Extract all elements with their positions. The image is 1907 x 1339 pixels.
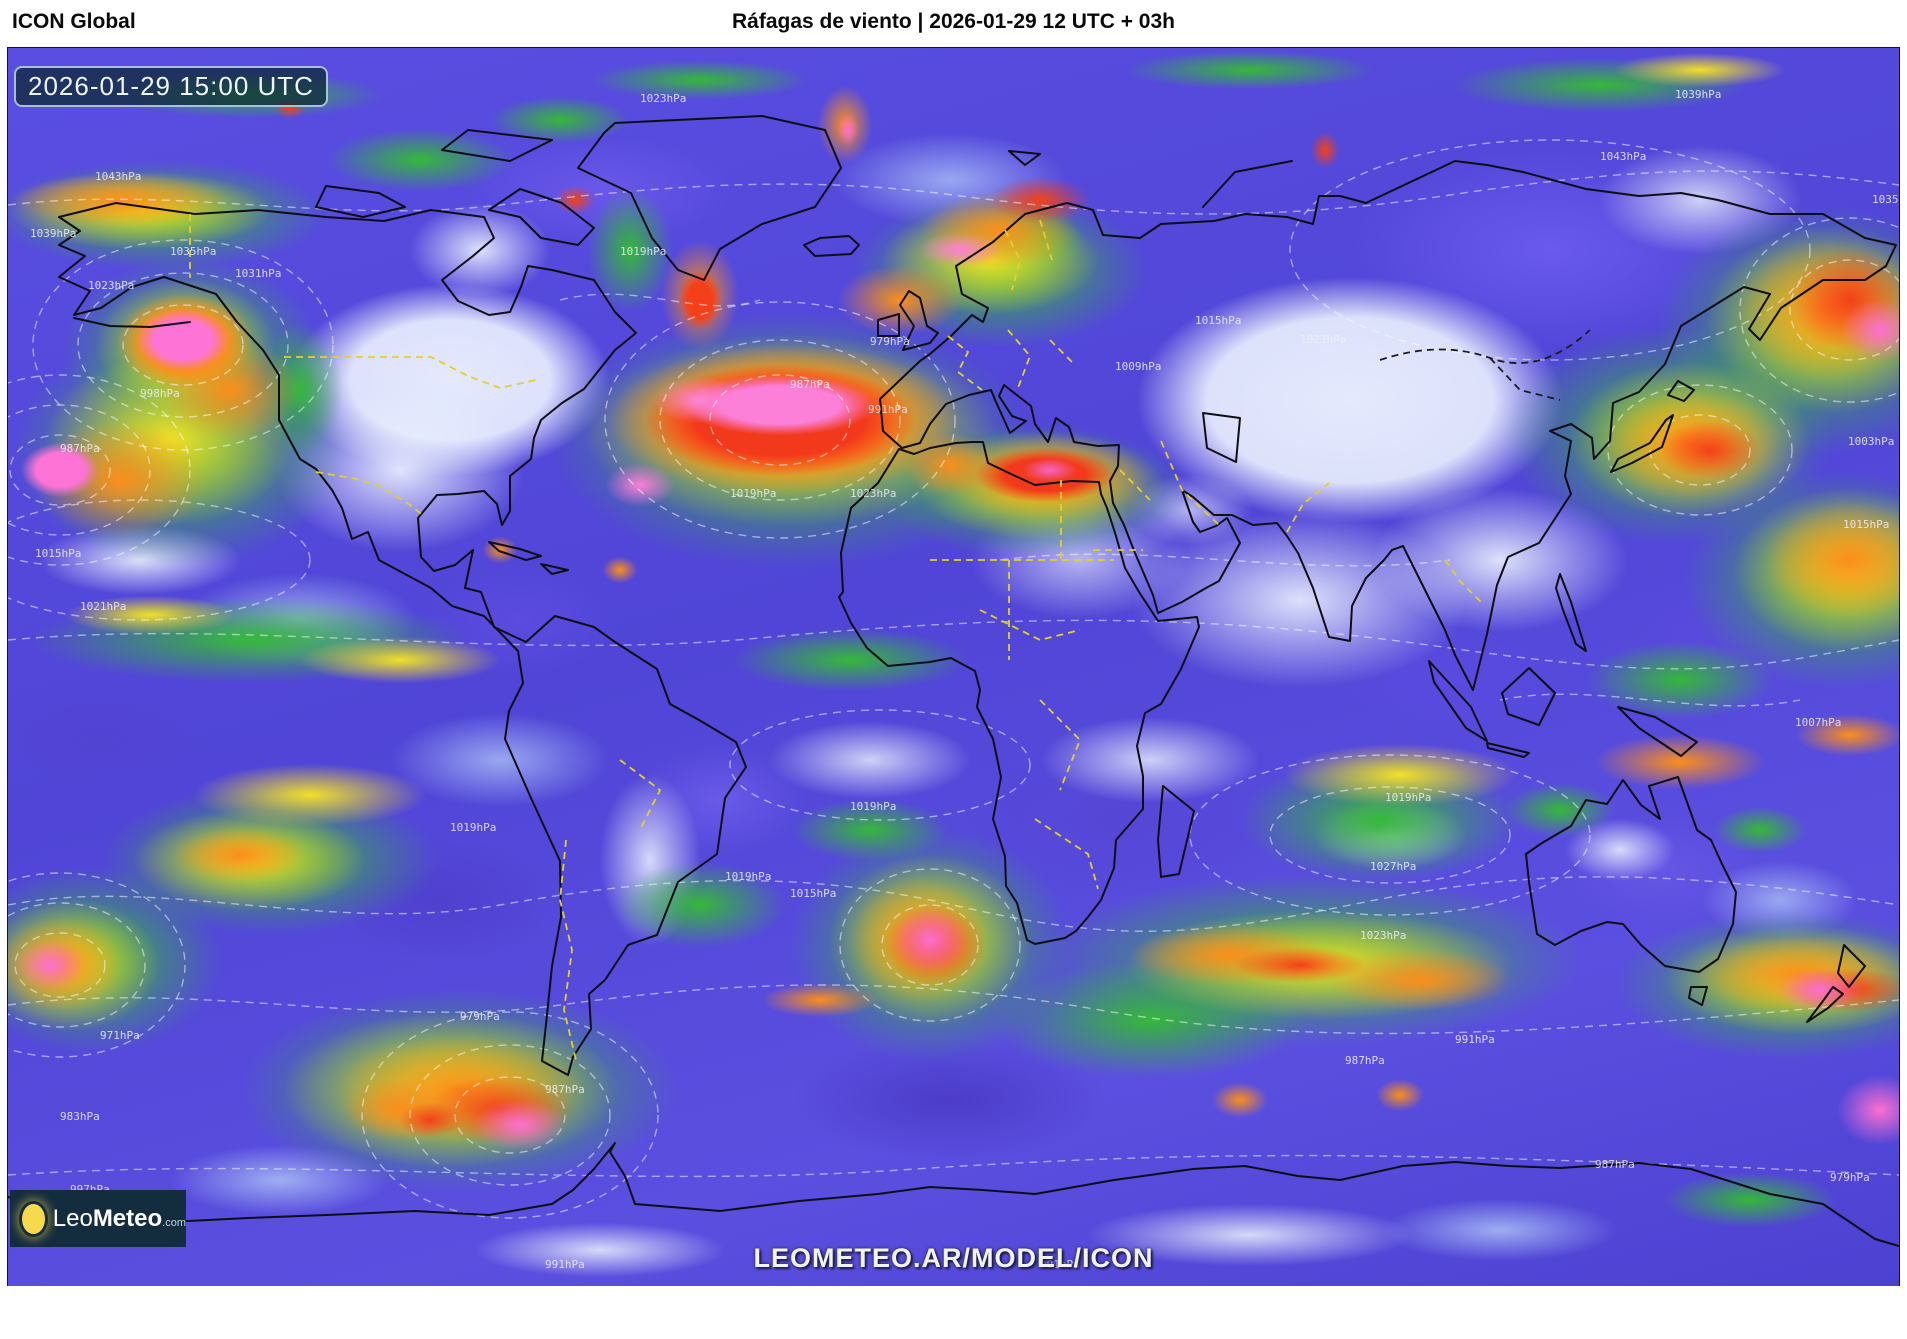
- logo-text: LeoMeteo.com: [53, 1205, 186, 1233]
- pressure-label: 1043hPa: [1600, 150, 1646, 163]
- pressure-label: 1035hPa: [1872, 193, 1899, 206]
- pressure-label: 1003hPa: [1848, 435, 1894, 448]
- watermark: LEOMETEO.AR/MODEL/ICON: [753, 1243, 1154, 1273]
- pressure-label: 1019hPa: [1385, 791, 1431, 804]
- pressure-label: 987hPa: [545, 1083, 585, 1096]
- sun-icon: [22, 1203, 45, 1234]
- isobar-labels: 1043hPa 1039hPa 1035hPa 1031hPa 1023hPa 1019h…: [30, 88, 1899, 1271]
- timestamp-badge: 2026-01-29 15:00 UTC: [14, 66, 328, 107]
- pressure-label: 1015hPa: [1195, 314, 1241, 327]
- pressure-label: 987hPa: [790, 378, 830, 391]
- pressure-label: 998hPa: [140, 387, 180, 400]
- logo-text-light: Leo: [52, 1204, 93, 1232]
- pressure-label: 983hPa: [60, 1110, 100, 1123]
- isobar-lines: [8, 139, 1899, 1219]
- pressure-label: 1031hPa: [235, 267, 281, 280]
- pressure-label: 991hPa: [1040, 1258, 1080, 1271]
- pressure-label: 987hPa: [1595, 1158, 1635, 1171]
- pressure-label: 1019hPa: [730, 487, 776, 500]
- country-borders: [189, 214, 1591, 1061]
- pressure-label: 1009hPa: [1115, 360, 1161, 373]
- pressure-label: 1015hPa: [790, 887, 836, 900]
- pressure-label: 987hPa: [60, 442, 100, 455]
- pressure-label: 1007hPa: [1795, 716, 1841, 729]
- pressure-label: 1021hPa: [80, 600, 126, 613]
- pressure-label: 1019hPa: [450, 821, 496, 834]
- pressure-label: 1023hPa: [88, 279, 134, 292]
- pressure-label: 987hPa: [1345, 1054, 1385, 1067]
- pressure-label: 1035hPa: [170, 245, 216, 258]
- world-wind-map: 1043hPa 1039hPa 1035hPa 1031hPa 1023hPa 1019h…: [7, 47, 1900, 1287]
- pressure-label: 979hPa: [870, 335, 910, 348]
- pressure-label: 1023hPa: [1300, 333, 1346, 346]
- pressure-label: 1043hPa: [95, 170, 141, 183]
- pressure-label: 1019hPa: [620, 245, 666, 258]
- pressure-label: 991hPa: [1455, 1033, 1495, 1046]
- pressure-label: 1027hPa: [1370, 860, 1416, 873]
- pressure-label: 1023hPa: [640, 92, 686, 105]
- pressure-label: 1015hPa: [1843, 518, 1889, 531]
- header-bar: ICON Global Ráfagas de viento | 2026-01-…: [0, 0, 1907, 48]
- pressure-label: 991hPa: [545, 1258, 585, 1271]
- logo-suffix: .com: [162, 1216, 186, 1229]
- pressure-label: 979hPa: [1830, 1171, 1870, 1184]
- pressure-label: 1023hPa: [850, 487, 896, 500]
- page-title: Ráfagas de viento | 2026-01-29 12 UTC + …: [732, 10, 1175, 33]
- leometeo-logo: LeoMeteo.com: [10, 1190, 186, 1247]
- legend-bar: 0.00 km/h 020406080100120140160180200220…: [0, 1286, 1907, 1339]
- pressure-label: 1019hPa: [850, 800, 896, 813]
- pressure-label: 971hPa: [100, 1029, 140, 1042]
- logo-text-bold: Meteo: [92, 1204, 163, 1232]
- coastlines: [8, 115, 1899, 1247]
- pressure-label: 1039hPa: [1675, 88, 1721, 101]
- wind-gust-field: [8, 48, 1899, 1286]
- pressure-label: 1019hPa: [725, 870, 771, 883]
- pressure-label: 991hPa: [868, 403, 908, 416]
- map-overlay: 1043hPa 1039hPa 1035hPa 1031hPa 1023hPa 1019h…: [8, 88, 1899, 1271]
- pressure-label: 1015hPa: [35, 547, 81, 560]
- model-label: ICON Global: [12, 10, 136, 33]
- pressure-label: 1039hPa: [30, 227, 76, 240]
- pressure-label: 1023hPa: [1360, 929, 1406, 942]
- pressure-label: 979hPa: [460, 1010, 500, 1023]
